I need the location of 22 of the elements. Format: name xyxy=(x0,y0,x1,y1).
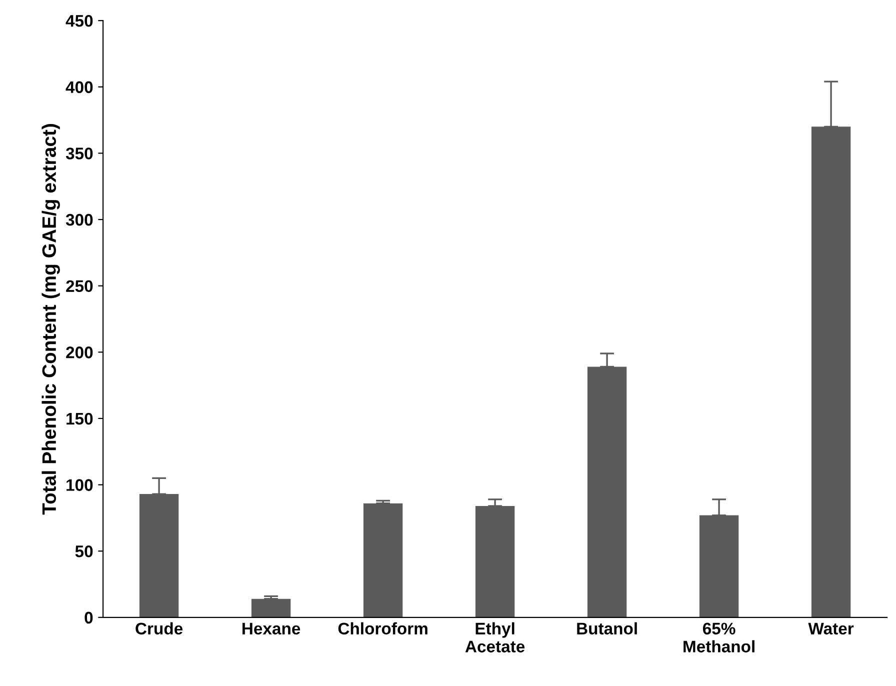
bar xyxy=(363,503,403,618)
bar xyxy=(251,598,291,618)
x-tick-label: Ethyl Acetate xyxy=(465,622,525,652)
y-tick-label: 400 xyxy=(66,81,93,94)
y-tick-label: 100 xyxy=(66,479,93,491)
y-tick-label: 450 xyxy=(66,14,93,27)
x-tick-label: Hexane xyxy=(242,622,300,635)
y-tick-label: 350 xyxy=(66,148,93,160)
bar xyxy=(475,506,515,618)
x-tick-label: Crude xyxy=(136,622,183,635)
y-tick-label: 0 xyxy=(84,612,93,624)
bar xyxy=(139,494,179,618)
y-tick-label: 300 xyxy=(66,214,93,226)
x-tick-label: Butanol xyxy=(577,622,637,635)
y-tick-label: 200 xyxy=(66,346,93,358)
x-tick-label: Chloroform xyxy=(338,622,428,635)
y-tick-label: 150 xyxy=(66,412,93,425)
y-axis-title: Total Phenolic Content (mg GAE/g extract) xyxy=(42,124,60,515)
y-tick-label: 250 xyxy=(66,280,93,292)
x-tick-label: Water xyxy=(808,622,854,635)
y-tick-label: 50 xyxy=(75,545,93,558)
x-tick-label: 65% Methanol xyxy=(684,622,754,652)
